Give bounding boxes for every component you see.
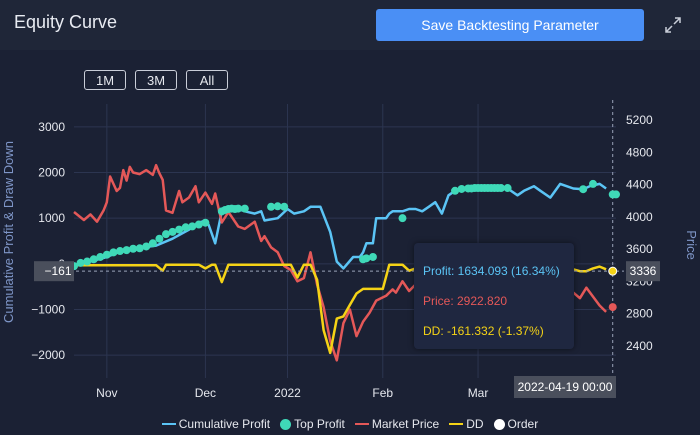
- y2-axis-title: Price: [684, 230, 699, 260]
- axis-layer: 3000200010000−1000−2000NovDec2022FebMar5…: [1, 113, 699, 400]
- top-profit-marker: [362, 254, 371, 263]
- legend-swatch: [354, 423, 369, 425]
- top-profit-marker: [194, 220, 203, 229]
- top-profit-marker: [129, 244, 138, 253]
- tooltip-dd: DD: -161.332 (-1.37%): [423, 324, 544, 338]
- y-tick-label: 1000: [38, 211, 65, 225]
- y2-tick-label: 5200: [626, 113, 653, 127]
- crosshair-right-badge: [626, 261, 660, 282]
- legend: Cumulative Profit Top Profit Market Pric…: [0, 414, 700, 434]
- top-profit-marker: [451, 186, 460, 195]
- top-profit-marker: [579, 185, 588, 194]
- crosshair-date-badge: [514, 376, 616, 398]
- top-profit-marker: [155, 234, 164, 243]
- chart-panel: [0, 50, 700, 435]
- top-profit-marker: [267, 202, 276, 211]
- legend-label: Top Profit: [294, 417, 345, 431]
- top-profit-marker: [76, 258, 85, 267]
- market-endpoint-marker: [608, 303, 617, 312]
- top-profit-marker: [181, 223, 190, 232]
- y2-tick-label: 3600: [626, 242, 653, 256]
- top-profit-marker: [83, 257, 92, 266]
- top-profit-marker: [142, 242, 151, 251]
- top-profit-marker: [503, 184, 512, 193]
- y2-tick-label: 4000: [626, 210, 653, 224]
- legend-swatch: [280, 418, 292, 430]
- y2-tick-label: 4800: [626, 145, 653, 159]
- y-tick-label: 3000: [38, 120, 65, 134]
- y2-tick-label: 2800: [626, 307, 653, 321]
- top-profit-marker: [188, 222, 197, 231]
- legend-item-dd[interactable]: DD: [449, 417, 484, 431]
- crosshair-layer: −161 3336 2022-04-19 00:00: [34, 100, 660, 398]
- legend-label: Market Price: [371, 417, 440, 431]
- top-profit-marker: [234, 204, 243, 213]
- x-tick-label: Nov: [96, 386, 117, 400]
- y-tick-label: −1000: [31, 303, 65, 317]
- top-profit-marker: [122, 246, 131, 255]
- dd-endpoint-marker: [608, 266, 618, 276]
- top-profit-marker: [201, 218, 210, 227]
- y-tick-label: −2000: [31, 348, 65, 362]
- range-3m-button[interactable]: 3M: [135, 70, 177, 90]
- top-profit-marker: [96, 252, 105, 261]
- x-tick-label: Dec: [195, 386, 216, 400]
- range-1m-button[interactable]: 1M: [84, 70, 126, 90]
- crosshair-left-value: −161: [44, 264, 71, 278]
- top-profit-marker: [457, 184, 466, 193]
- page-title: Equity Curve: [14, 12, 118, 32]
- top-profit-marker: [89, 255, 98, 264]
- legend-label: Order: [507, 417, 539, 431]
- tooltip-price: Price: 2922.820: [423, 294, 508, 308]
- top-profit-marker: [102, 250, 111, 259]
- save-backtesting-parameter-button[interactable]: Save Backtesting Parameter: [376, 9, 644, 41]
- top-profit-marker: [161, 230, 170, 239]
- series-line-cumulative-profit: [73, 182, 607, 270]
- legend-item-order[interactable]: Order: [493, 417, 539, 431]
- top-profit-marker: [273, 202, 282, 211]
- top-profit-marker: [109, 248, 118, 257]
- crosshair-date: 2022-04-19 00:00: [518, 380, 613, 394]
- legend-item-cumulative-profit[interactable]: Cumulative Profit: [161, 417, 271, 431]
- crosshair-right-value: 3336: [630, 264, 657, 278]
- tooltip-profit: Profit: 1634.093 (16.34%): [423, 264, 560, 278]
- top-profit-marker: [168, 227, 177, 236]
- y2-tick-label: 4400: [626, 178, 653, 192]
- range-all-button[interactable]: All: [186, 70, 228, 90]
- crosshair-left-badge: [34, 261, 74, 282]
- top-profit-marker: [135, 244, 144, 253]
- top-profit-marker: [115, 247, 124, 256]
- top-profit-marker: [175, 225, 184, 234]
- top-profit-marker: [240, 204, 249, 213]
- y-tick-label: 2000: [38, 166, 65, 180]
- legend-swatch: [493, 418, 505, 430]
- tooltip: Profit: 1634.093 (16.34%) Price: 2922.82…: [414, 243, 574, 349]
- legend-label: Cumulative Profit: [178, 417, 271, 431]
- y-axis-title: Cumulative Profit & Draw Down: [1, 141, 16, 323]
- profit-endpoint-marker: [608, 190, 617, 199]
- top-profit-marker: [368, 252, 377, 261]
- top-profit-marker: [280, 202, 289, 211]
- legend-label: DD: [466, 417, 484, 431]
- top-profit-marker: [589, 179, 598, 188]
- legend-item-market-price[interactable]: Market Price: [354, 417, 440, 431]
- legend-swatch: [161, 423, 176, 425]
- legend-item-top-profit[interactable]: Top Profit: [280, 417, 345, 431]
- top-profit-marker: [497, 184, 506, 193]
- header-bar: Equity Curve Save Backtesting Parameter: [0, 0, 700, 50]
- x-tick-label: 2022: [274, 386, 301, 400]
- expand-icon[interactable]: [664, 16, 682, 34]
- legend-swatch: [449, 423, 464, 425]
- x-tick-label: Mar: [468, 386, 489, 400]
- top-profit-marker: [398, 214, 407, 223]
- top-profit-marker: [148, 239, 157, 248]
- x-tick-label: Feb: [372, 386, 393, 400]
- y2-tick-label: 2400: [626, 339, 653, 353]
